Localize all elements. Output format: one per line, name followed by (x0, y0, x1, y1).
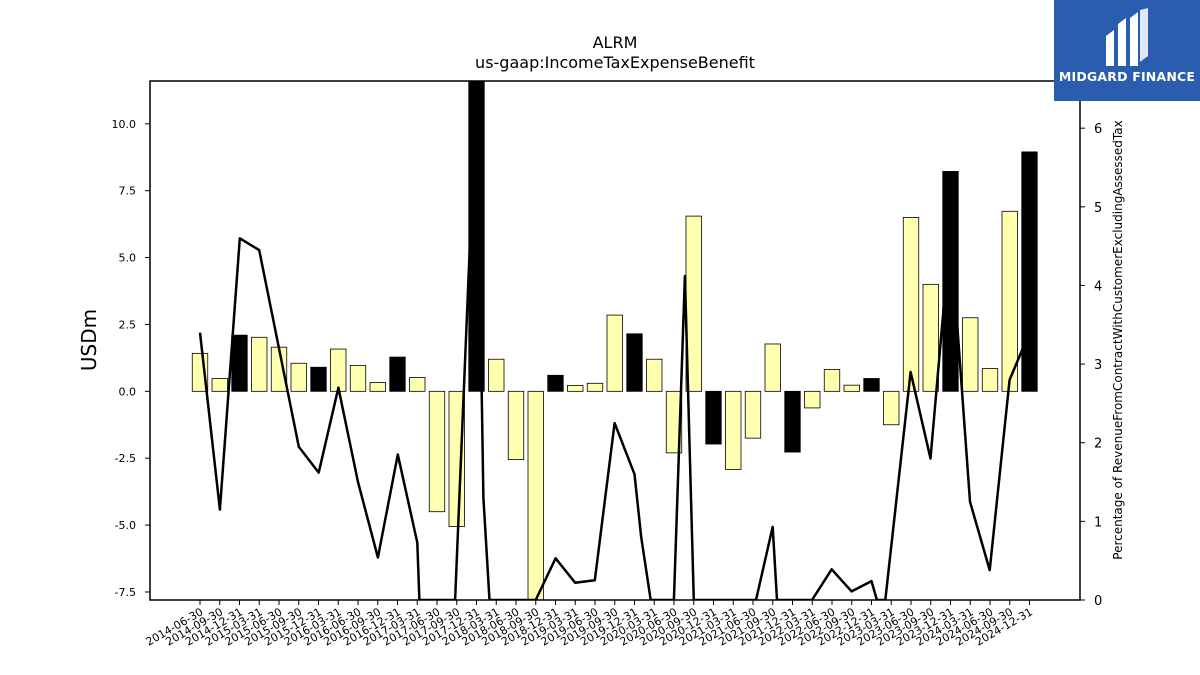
bar-2022-03-31 (804, 390, 821, 409)
bar-2017-03-31 (409, 377, 426, 392)
y-tick-label: 0.0 (119, 385, 137, 398)
y-tick-label: 5.0 (119, 252, 137, 265)
chart-subtitle: us-gaap:IncomeTaxExpenseBenefit (475, 53, 755, 72)
y2-tick-label: 2 (1094, 437, 1102, 452)
bar-2019-09-30 (606, 314, 623, 392)
midgard-logo-icon (1106, 8, 1148, 66)
bar-2016-03-31 (330, 348, 347, 392)
bar-2022-06-30 (823, 368, 841, 392)
bar-2023-03-31 (883, 390, 900, 426)
y2-tick-label: 5 (1094, 201, 1102, 216)
bar-2014-12-31 (231, 334, 248, 392)
y2-tick-label: 0 (1094, 594, 1102, 609)
bar-2022-09-30 (843, 384, 860, 392)
bar-2021-12-31 (784, 390, 801, 453)
bar-2015-09-30 (290, 362, 307, 392)
y2-tick-label: 4 (1094, 279, 1102, 294)
bar-2019-03-31 (567, 385, 584, 392)
bar-2020-12-31 (705, 390, 722, 445)
brand-logo: MIDGARD FINANCE (1054, 0, 1200, 101)
bar-2016-09-30 (369, 382, 386, 392)
bar-2018-12-31 (547, 374, 564, 392)
bar-2016-06-30 (349, 364, 367, 392)
chart-title: ALRM (593, 33, 638, 52)
bar-2024-12-31 (1021, 151, 1038, 392)
y-tick-label: 2.5 (119, 318, 137, 331)
y-tick-label: 7.5 (119, 185, 137, 198)
bar-2014-09-30 (211, 378, 228, 392)
bar-2015-12-31 (310, 366, 327, 392)
bar-2024-06-30 (981, 368, 999, 392)
bar-2020-06-30 (665, 390, 683, 454)
bar-2017-06-30 (428, 390, 446, 513)
bar-2018-03-31 (488, 358, 505, 392)
y-tick-label: 10.0 (112, 118, 137, 131)
y2-axis-label: Percentage of RevenueFromContractWithCus… (1111, 120, 1125, 559)
bar-2023-09-30 (922, 283, 939, 392)
y-tick-label: -7.5 (115, 586, 136, 599)
bar-2022-12-31 (863, 378, 880, 392)
bar-2018-09-30 (527, 390, 544, 600)
bar-2021-09-30 (764, 343, 781, 392)
y-tick-label: -2.5 (115, 452, 136, 465)
bar-2024-09-30 (1001, 210, 1018, 392)
y-tick-label: -5.0 (115, 519, 136, 532)
tax-percentage-line (198, 81, 1031, 600)
bar-2015-03-31 (251, 336, 268, 392)
y-axis-label: USDm (77, 309, 101, 371)
brand-name: MIDGARD FINANCE (1058, 69, 1196, 84)
bar-2019-12-31 (626, 333, 643, 392)
bar-2016-12-31 (389, 356, 406, 392)
bar-2023-06-30 (902, 217, 920, 392)
y2-tick-label: 3 (1094, 358, 1102, 373)
bar-2023-12-31 (942, 171, 959, 392)
bar-2020-03-31 (646, 358, 663, 392)
y2-tick-label: 1 (1094, 515, 1102, 530)
bar-2019-06-30 (586, 382, 604, 392)
y2-tick-label: 6 (1094, 122, 1102, 137)
bar-2024-03-31 (962, 317, 979, 392)
bar-2018-06-30 (507, 390, 525, 460)
bar-2021-03-31 (725, 390, 742, 470)
bar-2021-06-30 (744, 390, 762, 439)
